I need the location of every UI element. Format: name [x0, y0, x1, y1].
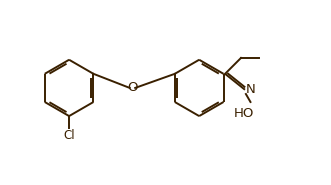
Text: N: N [246, 83, 256, 96]
Text: Cl: Cl [63, 129, 75, 142]
Text: HO: HO [234, 107, 254, 120]
Text: O: O [127, 81, 138, 94]
